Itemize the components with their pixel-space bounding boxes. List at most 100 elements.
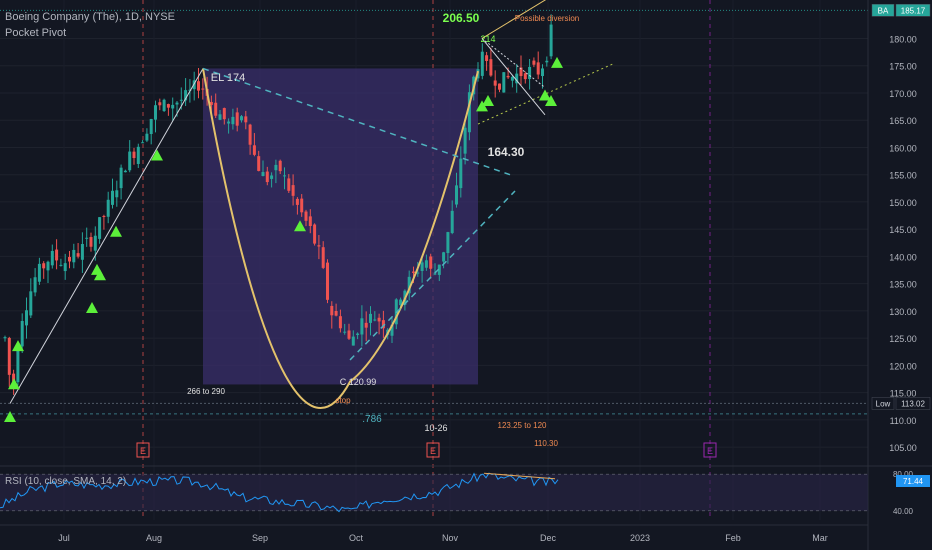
pocket-pivot-marker [151, 149, 163, 161]
rsi-tick-label: 40.00 [893, 507, 914, 516]
candle-body [218, 114, 222, 120]
candle-body [519, 67, 523, 77]
y-tick-label: 180.00 [889, 34, 917, 44]
y-tick-label: 110.00 [890, 416, 917, 426]
indicator-label[interactable]: Pocket Pivot [5, 27, 66, 39]
candles [3, 14, 553, 395]
price-tag-label: BA [878, 6, 889, 15]
y-tick-label: 120.00 [889, 361, 917, 371]
candle-body [141, 142, 145, 144]
rsi-pane: 40.00 80.00 RSI (10, close, SMA, 14, 2) 71.… [0, 465, 932, 516]
candle-body [467, 92, 471, 133]
candle-body [16, 348, 20, 383]
price-tag-value: 185.17 [901, 6, 926, 15]
earnings-event-box [136, 442, 150, 458]
candle-body [308, 216, 312, 227]
candle-body [132, 151, 136, 159]
candle-body [300, 198, 304, 213]
candle-body [420, 262, 424, 271]
y-tick-label: 155.00 [889, 171, 917, 181]
y-tick-label: 115.00 [890, 389, 917, 399]
y-tick-label: 145.00 [889, 225, 917, 235]
candle-body [532, 60, 536, 65]
y-tick-label: 165.00 [889, 116, 917, 126]
candle-body [351, 336, 355, 346]
candle-body [390, 324, 394, 336]
annotation-label: 214 [480, 34, 495, 44]
candle-body [433, 273, 437, 275]
annotation-label: .786 [362, 414, 382, 425]
candle-body [179, 99, 183, 101]
drawings [9, 0, 616, 409]
annotation-label: Possible diversion [515, 14, 579, 23]
candle-body [98, 217, 102, 239]
candle-body [80, 243, 84, 260]
candle-body [89, 237, 93, 247]
candle-body [334, 310, 338, 316]
candle-body [63, 263, 67, 272]
candle-body [360, 318, 364, 335]
earnings-event-label: E [707, 446, 713, 456]
candle-body [528, 66, 532, 80]
annotation-label: 164.30 [488, 145, 525, 159]
price-tag-label: Low [876, 399, 891, 408]
annotation-label: 10-26 [424, 423, 447, 433]
candle-body [158, 102, 162, 106]
x-tick-label: Oct [349, 533, 364, 543]
symbol-title[interactable]: Boeing Company (The), 1D, NYSE [5, 11, 175, 23]
rsi-tick-label: 80.00 [893, 470, 914, 479]
candle-body [154, 105, 157, 120]
rsi-divergence-line [483, 472, 556, 480]
candle-body [541, 68, 544, 77]
candle-body [201, 88, 205, 90]
candle-body [85, 237, 89, 239]
earnings-event-label: E [430, 446, 436, 456]
candle-body [106, 199, 110, 217]
candle-body [407, 276, 411, 294]
candle-body [549, 24, 553, 57]
candle-body [373, 319, 377, 321]
candle-body [55, 249, 59, 261]
candle-body [545, 60, 549, 63]
candle-body [102, 215, 106, 217]
candle-body [270, 175, 274, 179]
candle-body [412, 271, 415, 273]
x-tick-label: Jul [58, 533, 70, 543]
candle-body [175, 102, 179, 105]
candle-body [72, 249, 76, 263]
candle-body [33, 277, 37, 293]
candle-body [399, 299, 403, 306]
candle-body [343, 331, 347, 333]
candle-body [42, 263, 46, 269]
price-tag-label-box [871, 4, 895, 17]
candle-body [20, 320, 24, 347]
candle-body [252, 145, 256, 155]
candle-body [338, 316, 342, 329]
candle-body [184, 90, 188, 101]
candle-body [240, 116, 243, 121]
y-tick-label: 160.00 [889, 143, 917, 153]
candle-body [459, 158, 463, 189]
rsi-label: RSI (10, close, SMA, 14, 2) [5, 476, 126, 487]
candle-body [50, 250, 54, 266]
candle-body [37, 263, 41, 282]
candle-body [283, 175, 286, 177]
candle-body [227, 121, 231, 124]
annotation-label: 266 to 290 [187, 387, 225, 396]
candle-body [429, 256, 433, 269]
candle-body [149, 118, 153, 135]
pocket-pivot-marker [4, 410, 16, 422]
pocket-pivot-marker [12, 340, 24, 352]
candle-body [162, 99, 166, 112]
earnings-event-box [426, 442, 440, 458]
candle-body [455, 185, 458, 205]
candle-body [115, 190, 119, 198]
candle-body [485, 55, 489, 61]
candle-body [502, 72, 506, 93]
signal-markers [4, 56, 563, 422]
candle-body [46, 261, 50, 271]
candle-body [111, 190, 114, 205]
candle-body [313, 224, 317, 244]
